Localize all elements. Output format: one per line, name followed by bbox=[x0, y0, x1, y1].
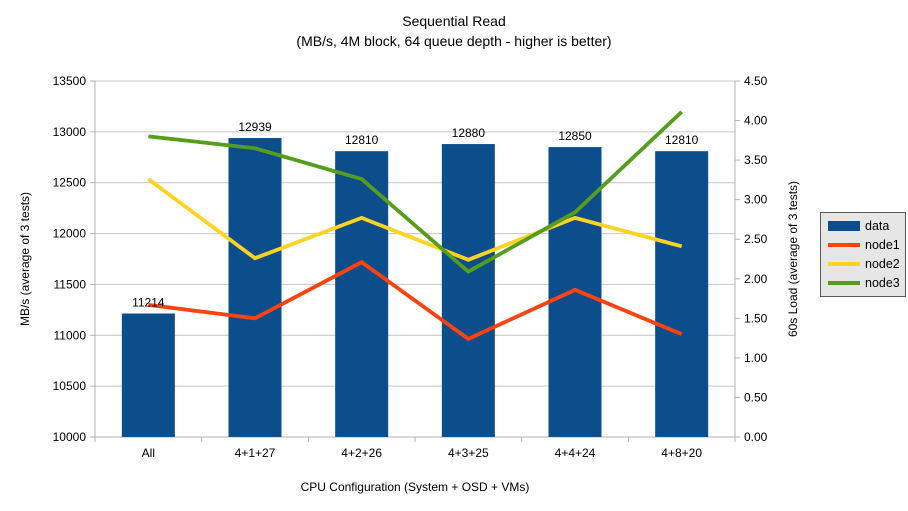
right-tick-label: 3.50 bbox=[744, 153, 768, 167]
left-tick-label: 13500 bbox=[53, 74, 87, 88]
bar-value-label-4+8+20: 12810 bbox=[665, 133, 699, 147]
x-axis-title: CPU Configuration (System + OSD + VMs) bbox=[300, 480, 530, 494]
bar-4+2+26 bbox=[335, 151, 389, 437]
x-category-label: 4+1+27 bbox=[235, 446, 276, 460]
bar-All bbox=[121, 313, 175, 437]
chart-subtitle: (MB/s, 4M block, 64 queue depth - higher… bbox=[296, 33, 612, 49]
legend-swatch-node1 bbox=[828, 243, 860, 247]
legend-item-node2: node2 bbox=[828, 257, 900, 271]
left-tick-label: 12500 bbox=[53, 176, 87, 190]
chart-title: Sequential Read bbox=[402, 13, 506, 29]
chart-title-block: Sequential Read (MB/s, 4M block, 64 queu… bbox=[0, 11, 908, 51]
legend-label: data bbox=[865, 219, 890, 233]
bar-4+8+20 bbox=[655, 151, 709, 437]
x-category-label: 4+4+24 bbox=[555, 446, 596, 460]
left-tick-label: 10000 bbox=[53, 430, 87, 444]
left-tick-label: 12000 bbox=[53, 227, 87, 241]
bar-value-label-4+3+25: 12880 bbox=[452, 126, 486, 140]
bar-value-label-All: 11214 bbox=[132, 296, 165, 310]
bar-value-label-4+1+27: 12939 bbox=[238, 120, 272, 134]
right-tick-label: 3.00 bbox=[744, 193, 768, 207]
legend-label: node2 bbox=[865, 257, 900, 271]
bar-4+3+25 bbox=[441, 144, 495, 437]
legend-swatch-node2 bbox=[828, 262, 860, 266]
right-tick-label: 2.00 bbox=[744, 272, 768, 286]
right-tick-label: 4.00 bbox=[744, 114, 768, 128]
right-axis-title: 60s Load (average of 3 tests) bbox=[786, 180, 800, 338]
left-tick-label: 10500 bbox=[53, 379, 87, 393]
legend-swatch-node3 bbox=[828, 281, 860, 285]
left-tick-label: 11500 bbox=[54, 277, 87, 291]
left-axis-title: MB/s (average of 3 tests) bbox=[18, 191, 32, 327]
x-category-label: All bbox=[142, 446, 155, 460]
legend-item-node3: node3 bbox=[828, 276, 900, 290]
legend-swatch-data bbox=[828, 221, 860, 231]
right-tick-label: 4.50 bbox=[744, 74, 768, 88]
right-tick-label: 1.50 bbox=[744, 311, 768, 325]
line-node3 bbox=[148, 110, 683, 274]
line-node2 bbox=[147, 177, 683, 262]
bar-value-label-4+2+26: 12810 bbox=[345, 133, 379, 147]
bar-4+1+27 bbox=[228, 138, 282, 438]
legend-label: node3 bbox=[865, 276, 900, 290]
right-tick-label: 2.50 bbox=[744, 232, 768, 246]
left-tick-label: 13000 bbox=[53, 125, 87, 139]
bar-value-label-4+4+24: 12850 bbox=[558, 129, 592, 143]
line-node1 bbox=[148, 259, 683, 342]
x-category-label: 4+2+26 bbox=[341, 446, 382, 460]
x-category-label: 4+3+25 bbox=[448, 446, 489, 460]
x-category-label: 4+8+20 bbox=[661, 446, 702, 460]
right-tick-label: 0.00 bbox=[744, 430, 768, 444]
left-tick-label: 11000 bbox=[54, 328, 87, 342]
legend-label: node1 bbox=[865, 238, 900, 252]
bar-4+4+24 bbox=[548, 147, 602, 437]
legend-item-data: data bbox=[828, 219, 899, 233]
legend: data node1 node2 node3 bbox=[820, 212, 906, 297]
right-tick-label: 1.00 bbox=[744, 351, 768, 365]
right-tick-label: 0.50 bbox=[744, 390, 768, 404]
legend-item-node1: node1 bbox=[828, 238, 900, 252]
